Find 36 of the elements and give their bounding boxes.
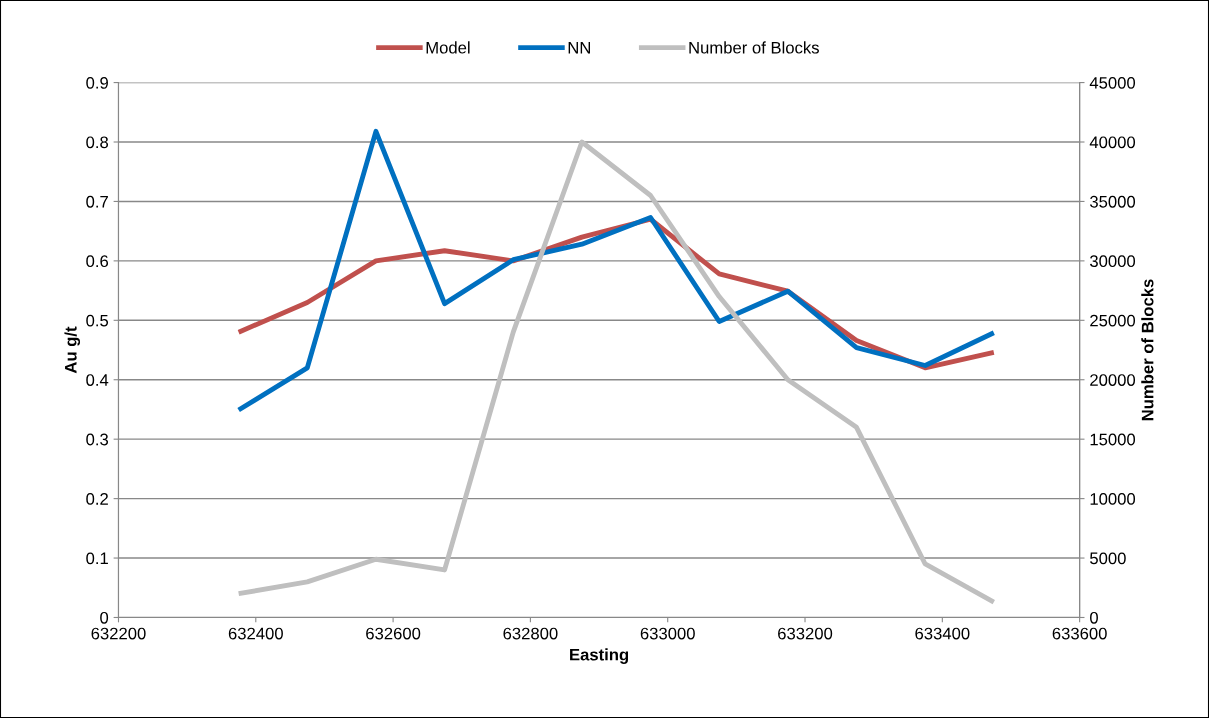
line-series	[236, 139, 997, 605]
x-tick-label: 632800	[503, 627, 558, 640]
x-tick-label: 633200	[778, 627, 833, 640]
y-tick-label: 0.8	[86, 136, 109, 149]
x-tick-label: 632200	[91, 627, 146, 640]
y2-tick-label: 25000	[1090, 314, 1136, 327]
y2-tick-label: 0	[1090, 611, 1098, 624]
y-tick-label: 0.4	[86, 374, 109, 386]
y-tick-label: 0.2	[86, 493, 108, 505]
y2-tick-label: 5000	[1090, 552, 1126, 565]
x-axis-title: Easting	[570, 648, 629, 664]
y2-tick-label: 35000	[1089, 195, 1136, 208]
x-tick-label: 632600	[366, 627, 421, 640]
y2-tick-label: 20000	[1090, 374, 1136, 386]
x-tick-label: 633600	[1052, 627, 1107, 640]
y-tick-label: 0	[100, 611, 109, 624]
y2-axis-title: Number of Blocks	[1141, 279, 1154, 421]
y2-tick-label: 45000	[1089, 76, 1136, 89]
y-tick-label: 0.6	[86, 255, 109, 268]
y-tick-label: 0.9	[86, 76, 108, 89]
line-series	[236, 128, 997, 413]
legend-label: NN	[568, 41, 590, 54]
y2-tick-label: 15000	[1090, 433, 1136, 446]
y-tick-label: 0.3	[86, 433, 109, 446]
x-tick-label: 633000	[640, 627, 695, 640]
y-axis-title: Au g/t	[64, 326, 81, 374]
y2-tick-label: 40000	[1089, 136, 1136, 149]
y2-tick-label: 30000	[1089, 255, 1136, 268]
y-tick-label: 0.5	[86, 314, 109, 327]
legend-label: Number of Blocks	[689, 41, 819, 54]
legend-label: Model	[426, 41, 470, 54]
y2-tick-label: 10000	[1090, 493, 1136, 505]
y-tick-label: 0.7	[86, 195, 108, 208]
x-tick-label: 632400	[228, 627, 283, 640]
x-tick-label: 633400	[915, 627, 970, 640]
y-tick-label: 0.1	[86, 552, 108, 565]
